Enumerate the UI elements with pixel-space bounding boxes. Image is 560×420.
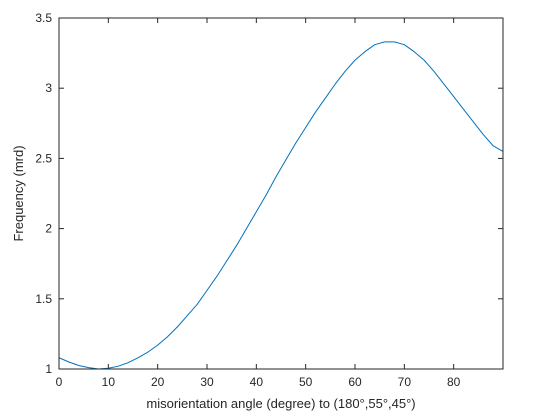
y-tick-label: 3.5 [35,11,52,25]
y-axis-ticks: 1 1.5 2 2.5 3 3.5 [35,11,503,376]
x-tick-label: 20 [151,375,165,389]
x-tick-label: 70 [398,375,412,389]
x-tick-label: 60 [348,375,362,389]
y-tick-label: 1.5 [35,292,52,306]
y-tick-label: 2.5 [35,151,52,165]
y-tick-label: 1 [45,362,52,376]
x-axis-ticks: 0 10 20 30 40 50 60 70 80 [56,18,461,389]
x-tick-label: 30 [200,375,214,389]
y-axis-label: Frequency (mrd) [11,145,26,241]
x-axis-label: misorientation angle (degree) to (180°,5… [146,396,415,411]
axes-background [59,18,503,369]
series-line [58,41,504,370]
x-tick-label: 50 [299,375,313,389]
y-tick-label: 2 [45,222,52,236]
axes-box [58,17,504,370]
x-tick-label: 10 [102,375,116,389]
x-tick-label: 40 [250,375,264,389]
x-tick-label: 80 [447,375,461,389]
x-tick-label: 0 [56,375,63,389]
y-tick-label: 3 [45,81,52,95]
plot-series [58,41,504,370]
